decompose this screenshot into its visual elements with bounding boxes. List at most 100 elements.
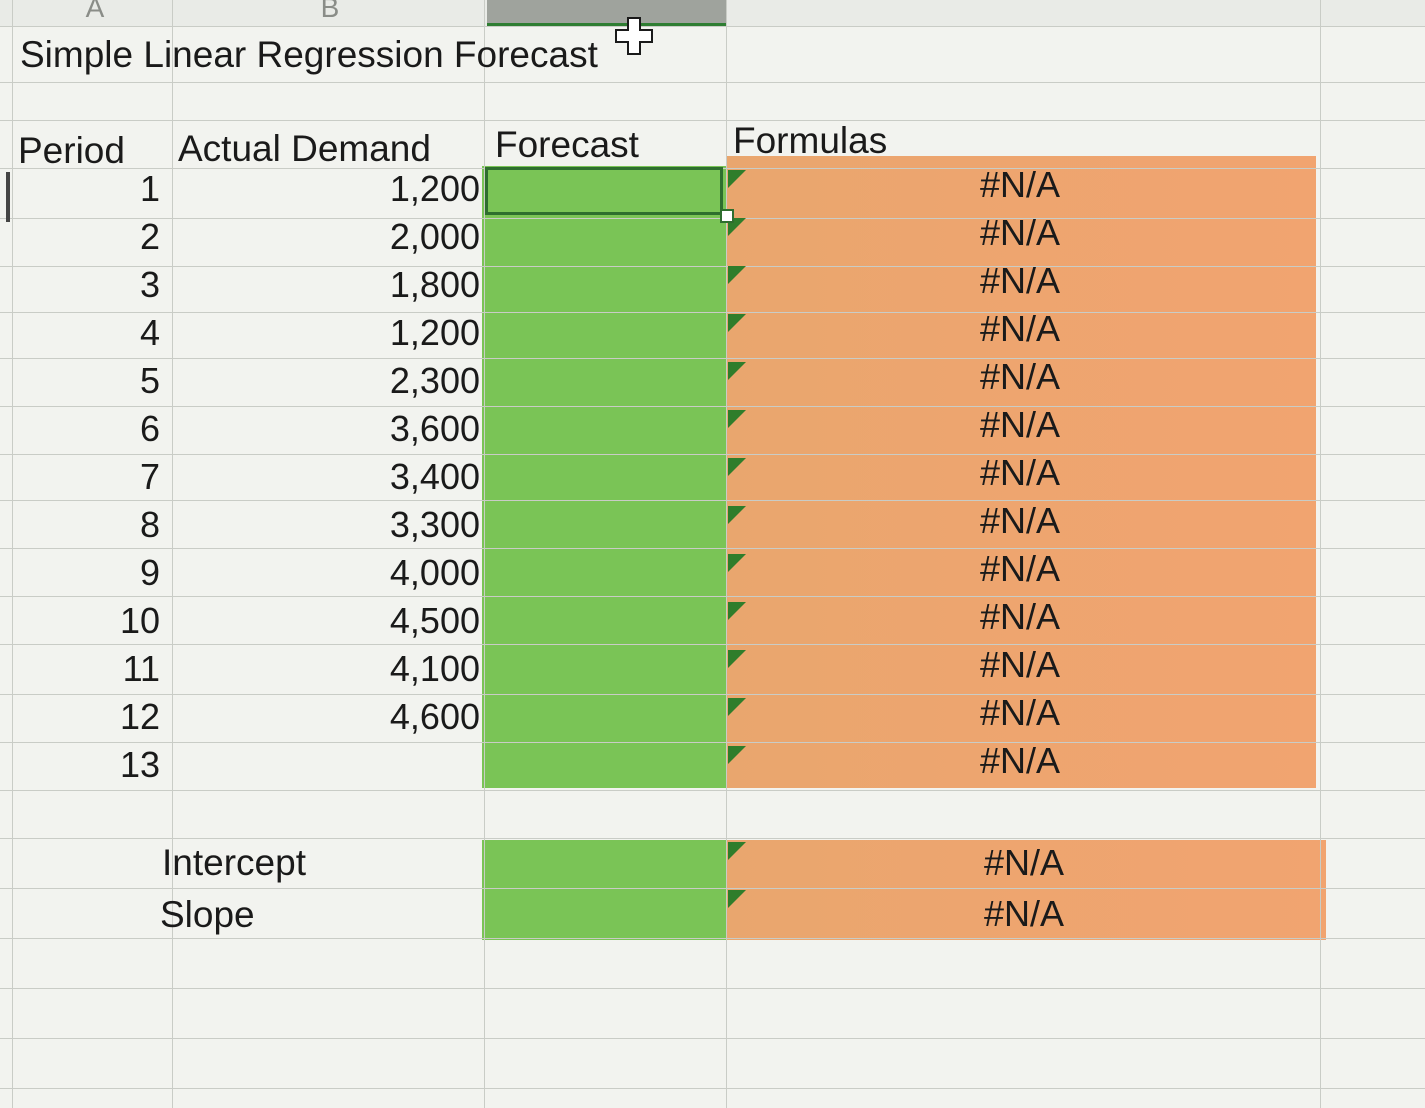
formula-result-cell[interactable]: #N/A [979,692,1061,733]
error-indicator-icon[interactable] [728,314,746,332]
error-indicator-icon[interactable] [728,650,746,668]
gridline-vertical [12,0,13,1108]
error-indicator-icon[interactable] [728,506,746,524]
actual-demand-cell[interactable]: 2,300 [389,360,480,401]
gridline-horizontal [0,988,1425,989]
gridline-horizontal [0,644,1425,645]
actual-demand-cell[interactable]: 4,600 [389,696,480,737]
period-cell[interactable]: 2 [139,216,160,257]
period-cell[interactable]: 6 [139,408,160,449]
error-indicator-icon[interactable] [728,746,746,764]
period-cell[interactable]: 13 [119,744,160,785]
gridline-horizontal [0,790,1425,791]
gridline-horizontal [0,358,1425,359]
actual-demand-cell[interactable]: 3,600 [389,408,480,449]
regression-input-range[interactable] [482,840,726,940]
actual-demand-cell[interactable]: 4,000 [389,552,480,593]
gridline-horizontal [0,312,1425,313]
formula-result-cell[interactable]: #N/A [979,500,1061,541]
error-indicator-icon[interactable] [728,266,746,284]
sheet-title: Simple Linear Regression Forecast [20,34,598,75]
header-actual-demand[interactable]: Actual Demand [178,128,431,169]
formula-result-cell[interactable]: #N/A [979,356,1061,397]
row-indicator [6,172,10,222]
formula-result-cell[interactable]: #N/A [979,404,1061,445]
actual-demand-cell[interactable]: 1,800 [389,264,480,305]
gridline-vertical [726,0,727,1108]
formula-result-cell[interactable]: #N/A [979,164,1061,205]
period-cell[interactable]: 3 [139,264,160,305]
cell-select-cross-icon [615,17,653,55]
error-indicator-icon[interactable] [728,698,746,716]
intercept-formula-value[interactable]: #N/A [983,842,1065,883]
slope-formula-value[interactable]: #N/A [983,893,1065,934]
header-formulas[interactable]: Formulas [733,120,888,161]
formula-result-cell[interactable]: #N/A [979,212,1061,253]
column-header-c[interactable] [487,0,727,26]
formula-result-cell[interactable]: #N/A [979,308,1061,349]
formula-result-cell[interactable]: #N/A [979,740,1061,781]
actual-demand-cell[interactable]: 4,500 [389,600,480,641]
period-cell[interactable]: 8 [139,504,160,545]
error-indicator-icon[interactable] [728,602,746,620]
formula-result-cell[interactable]: #N/A [979,596,1061,637]
gridline-vertical [172,0,173,1108]
error-indicator-icon[interactable] [728,458,746,476]
period-cell[interactable]: 4 [139,312,160,353]
gridline-horizontal [0,938,1425,939]
gridline-horizontal [0,454,1425,455]
actual-demand-cell[interactable]: 3,300 [389,504,480,545]
gridline-horizontal [0,888,1425,889]
gridline-horizontal [0,26,1425,27]
error-indicator-icon[interactable] [728,362,746,380]
period-cell[interactable]: 9 [139,552,160,593]
gridline-horizontal [0,218,1425,219]
selected-cell-c3[interactable] [485,167,723,215]
formula-result-cell[interactable]: #N/A [979,260,1061,301]
actual-demand-cell[interactable]: 2,000 [389,216,480,257]
regression-formula-range[interactable] [726,840,1326,940]
formulas-result-range[interactable] [726,156,1316,788]
gridline-horizontal [0,500,1425,501]
gridline-horizontal [0,596,1425,597]
error-indicator-icon[interactable] [728,890,746,908]
period-cell[interactable]: 1 [139,168,160,209]
error-indicator-icon[interactable] [728,842,746,860]
column-header-b[interactable]: B [320,0,340,23]
actual-demand-cell[interactable]: 1,200 [389,312,480,353]
fill-handle[interactable] [720,209,734,223]
formula-result-cell[interactable]: #N/A [979,644,1061,685]
slope-label[interactable]: Slope [160,894,255,935]
gridline-horizontal [0,1088,1425,1089]
period-cell[interactable]: 5 [139,360,160,401]
gridline-horizontal [0,742,1425,743]
period-cell[interactable]: 12 [119,696,160,737]
column-header-a[interactable]: A [85,0,105,23]
gridline-horizontal [0,406,1425,407]
gridline-horizontal [0,694,1425,695]
gridline-horizontal [0,548,1425,549]
actual-demand-cell[interactable]: 1,200 [389,168,480,209]
gridline-vertical [484,0,485,1108]
gridline-horizontal [0,266,1425,267]
forecast-input-range[interactable] [482,166,726,788]
formula-result-cell[interactable]: #N/A [979,548,1061,589]
error-indicator-icon[interactable] [728,554,746,572]
actual-demand-cell[interactable]: 4,100 [389,648,480,689]
error-indicator-icon[interactable] [728,170,746,188]
gridline-horizontal [0,82,1425,83]
header-forecast[interactable]: Forecast [495,124,639,165]
gridline-vertical [1320,0,1321,1108]
gridline-horizontal [0,120,1425,121]
period-cell[interactable]: 10 [119,600,160,641]
error-indicator-icon[interactable] [728,410,746,428]
period-cell[interactable]: 7 [139,456,160,497]
intercept-label[interactable]: Intercept [162,842,306,883]
gridline-horizontal [0,1038,1425,1039]
header-period[interactable]: Period [18,130,125,171]
actual-demand-cell[interactable]: 3,400 [389,456,480,497]
period-cell[interactable]: 11 [122,648,160,689]
gridline-horizontal [0,838,1425,839]
formula-result-cell[interactable]: #N/A [979,452,1061,493]
